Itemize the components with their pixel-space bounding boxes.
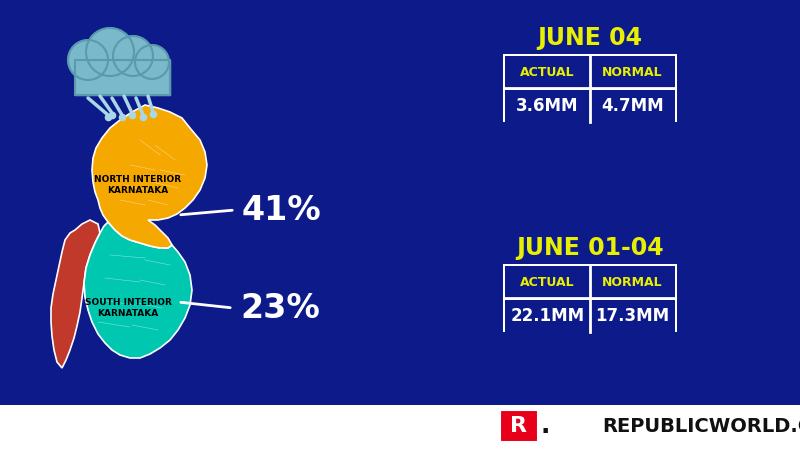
Text: 22.1MM: 22.1MM	[510, 307, 585, 325]
Circle shape	[113, 36, 153, 76]
Text: NORMAL: NORMAL	[602, 66, 663, 78]
Text: 41%: 41%	[242, 194, 322, 226]
Bar	[505, 56, 675, 88]
Bar	[503, 264, 677, 332]
Text: JUNE 01-04: JUNE 01-04	[516, 236, 664, 260]
Text: .: .	[540, 414, 550, 438]
Text: ACTUAL: ACTUAL	[520, 66, 575, 78]
Bar	[75, 60, 170, 95]
Circle shape	[135, 45, 169, 79]
Bar	[75, 60, 170, 95]
Bar	[500, 410, 538, 442]
Circle shape	[68, 40, 108, 80]
Text: REPUBLICWORLD.COM: REPUBLICWORLD.COM	[602, 417, 800, 436]
Bar	[505, 300, 675, 332]
Point	[102, 113, 114, 121]
Point	[137, 113, 150, 121]
Bar	[0, 405, 800, 450]
Bar	[503, 54, 677, 122]
Text: R: R	[510, 416, 527, 436]
Text: 23%: 23%	[240, 292, 320, 324]
Polygon shape	[92, 105, 207, 248]
Polygon shape	[51, 220, 100, 368]
Point	[106, 112, 118, 119]
Point	[115, 113, 128, 121]
Circle shape	[86, 28, 134, 76]
Text: 4.7MM: 4.7MM	[601, 97, 664, 115]
Text: NORMAL: NORMAL	[602, 275, 663, 288]
Text: ACTUAL: ACTUAL	[520, 275, 575, 288]
Text: 3.6MM: 3.6MM	[516, 97, 578, 115]
Point	[126, 112, 138, 119]
Text: 17.3MM: 17.3MM	[595, 307, 670, 325]
Polygon shape	[84, 222, 192, 358]
Text: JUNE 04: JUNE 04	[538, 26, 642, 50]
Bar	[505, 266, 675, 298]
Point	[146, 110, 159, 117]
Text: SOUTH INTERIOR
KARNATAKA: SOUTH INTERIOR KARNATAKA	[85, 298, 171, 318]
Text: NORTH INTERIOR
KARNATAKA: NORTH INTERIOR KARNATAKA	[94, 176, 182, 195]
Bar	[505, 90, 675, 122]
